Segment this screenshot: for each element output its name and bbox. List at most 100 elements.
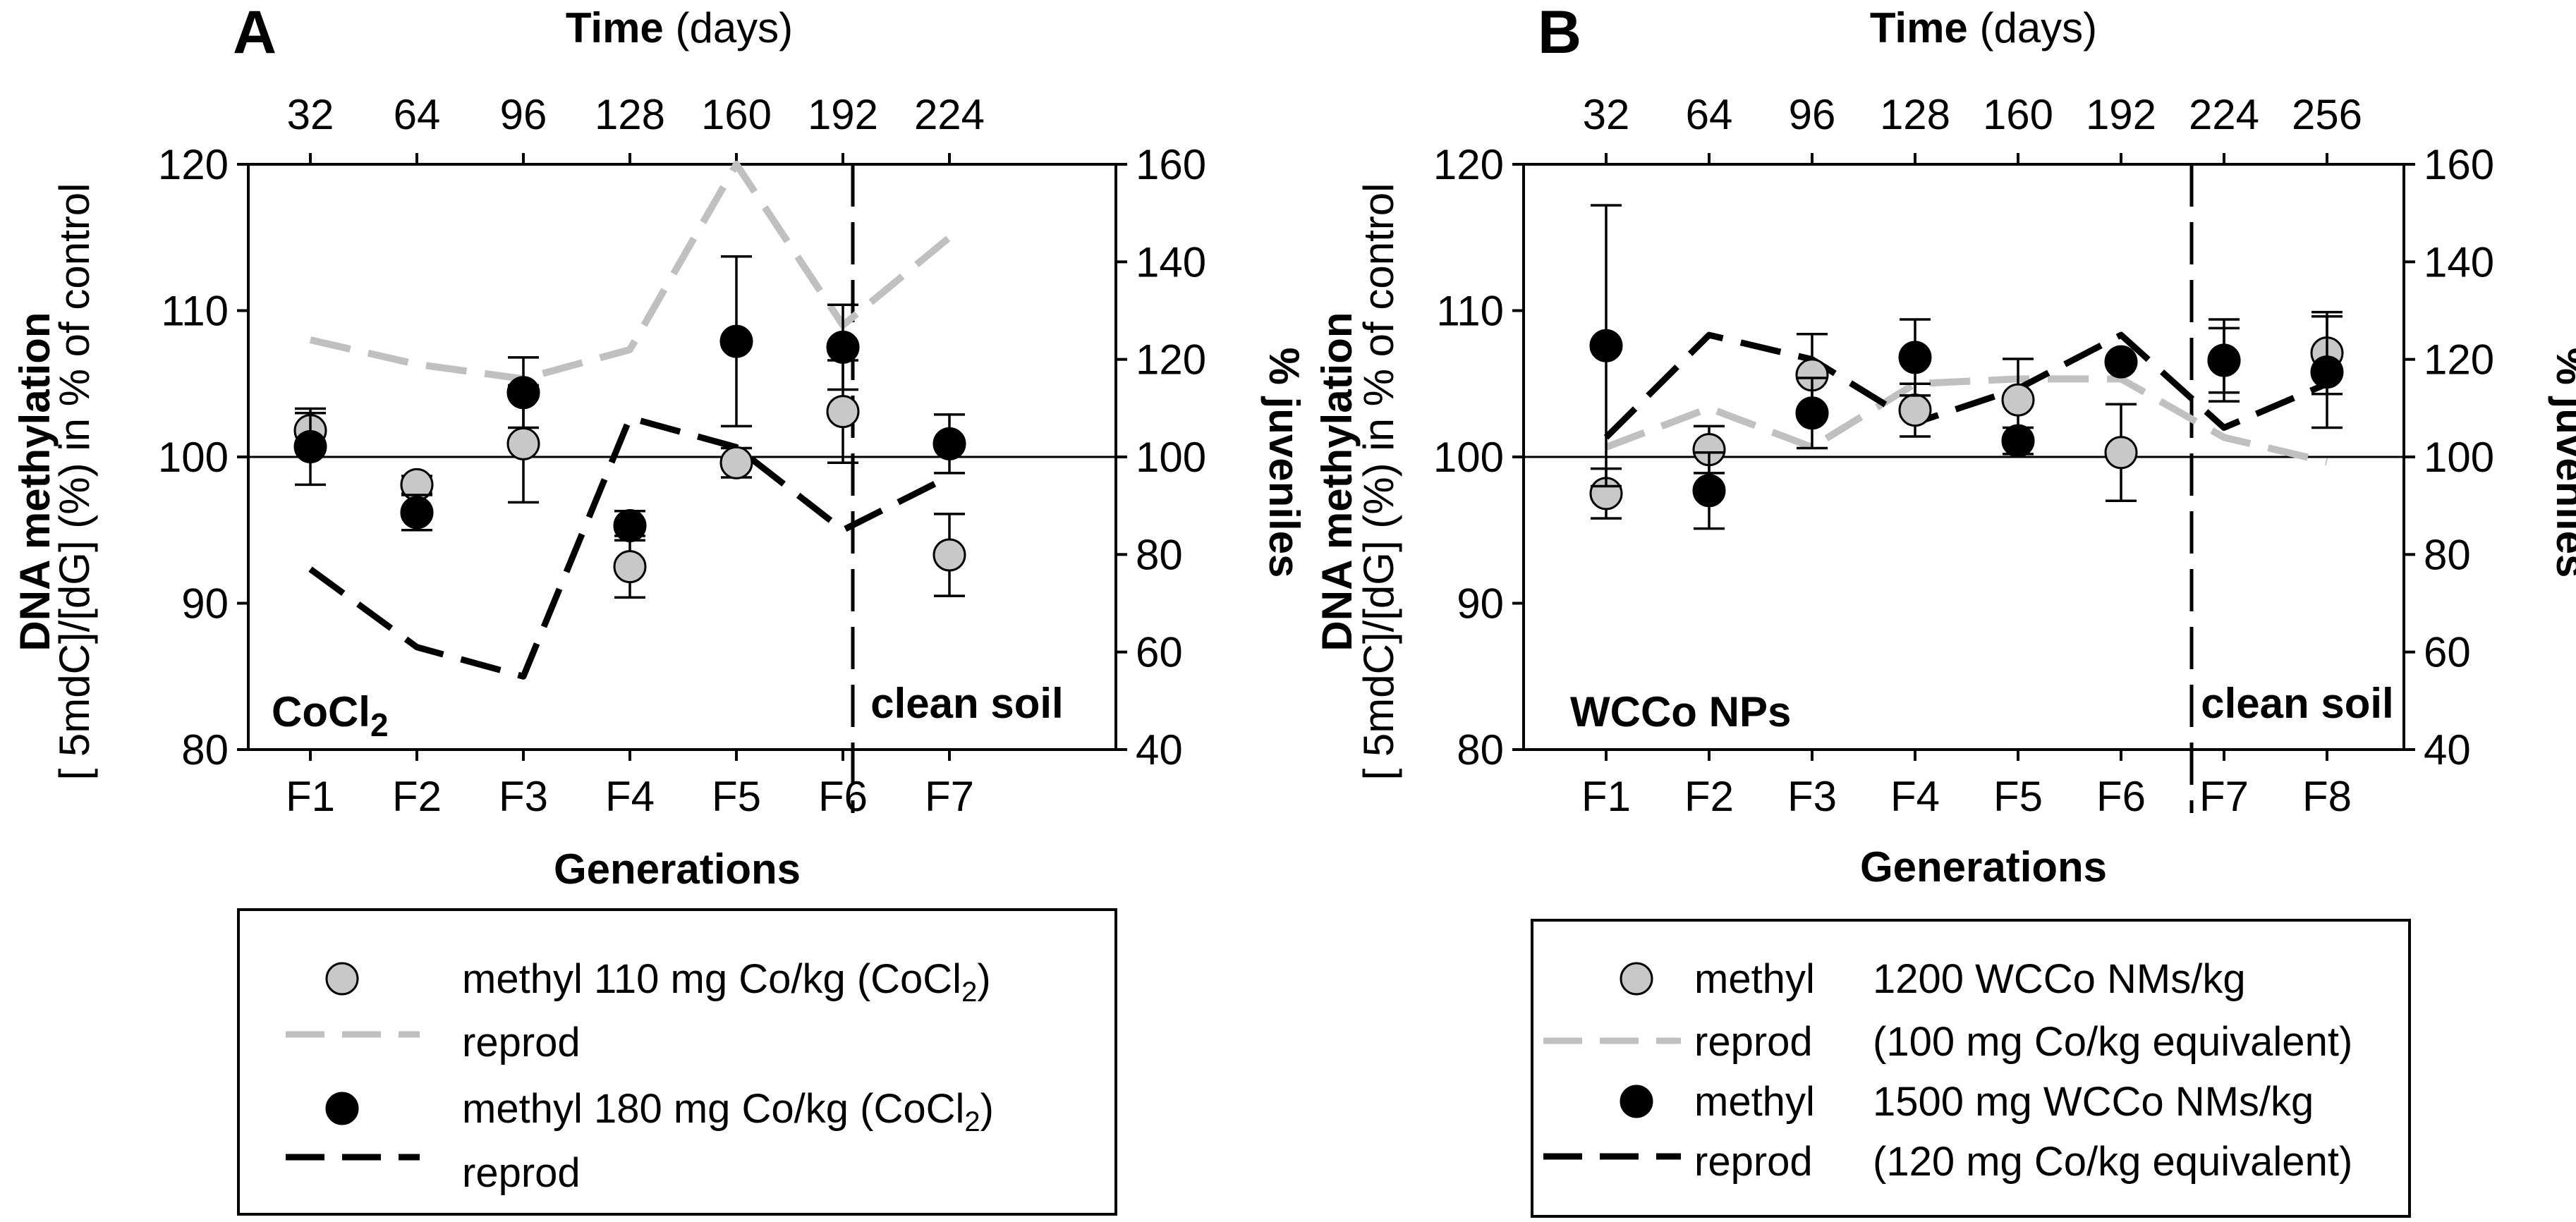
x-tick-label: F8	[2302, 773, 2352, 820]
y-left-label-line1: DNA methylation	[1313, 312, 1361, 651]
compound-label-main: CoCl	[272, 688, 370, 735]
top-tick-label: 96	[1789, 91, 1836, 138]
legend-marker-low	[1620, 962, 1653, 996]
reprod-line-low	[1605, 375, 2328, 465]
methyl-point-high	[826, 330, 860, 364]
x-tick-label: F5	[1993, 773, 2043, 820]
methyl-point-low	[613, 550, 647, 584]
top-tick-label: 32	[287, 91, 334, 138]
plot-area: 80 90 100 110 120 40 60 80 100 120 140 160 F1 F2 F3 F4 F…	[158, 91, 1206, 820]
y-right-tick-label: 100	[2424, 434, 2494, 481]
y-right-label: % juveniles	[2548, 348, 2576, 578]
panel-a: A Time (days) Generations DNA methylatio…	[11, 0, 1308, 1216]
x-tick-label: F3	[499, 773, 548, 820]
methyl-point-high	[719, 324, 753, 358]
y-right-tick-label: 60	[1136, 629, 1183, 676]
legend-row-1-desc: 1200 WCCo NMs/kg	[1873, 956, 2246, 1002]
panel-letter: B	[1538, 0, 1581, 66]
y-left-tick-label: 100	[1433, 434, 1504, 481]
top-tick-label: 160	[701, 91, 772, 138]
legend-row-3-label: methyl 180 mg Co/kg (CoCl	[462, 1086, 964, 1132]
methyl-point-low	[1898, 393, 1932, 427]
legend-row-2: reprod	[462, 1020, 581, 1065]
legend-marker-high	[1620, 1084, 1653, 1118]
top-tick-label: 128	[595, 91, 665, 138]
legend-row-1-tail: )	[977, 956, 990, 1002]
y-right-tick-label: 100	[1136, 434, 1206, 481]
y-right-tick-label: 120	[1136, 336, 1206, 384]
methyl-point-high	[1692, 474, 1726, 508]
methyl-point-high	[613, 509, 647, 543]
x-axis-label: Generations	[554, 845, 801, 893]
x-tick-label: F4	[1890, 773, 1940, 820]
top-axis-title-bold: Time	[566, 4, 664, 51]
legend-row-1-label: methyl 110 mg Co/kg (CoCl	[462, 956, 961, 1002]
legend-row-3-sub: 2	[964, 1106, 980, 1137]
y-right-tick-label: 140	[2424, 238, 2494, 286]
legend-row-4: reprod	[462, 1150, 581, 1196]
x-tick-label: F1	[1581, 773, 1631, 820]
top-tick-label: 128	[1880, 91, 1950, 138]
legend-row-4-desc: (120 mg Co/kg equivalent)	[1873, 1139, 2352, 1185]
y-right-tick-label: 120	[2424, 336, 2494, 384]
methyl-point-high	[1589, 329, 1623, 362]
methyl-point-high	[932, 427, 966, 460]
x-tick-label: F6	[818, 773, 868, 820]
top-tick-label: 192	[2086, 91, 2156, 138]
compound-label: CoCl2	[272, 688, 389, 743]
y-left-label-line2: [ 5mdC]/[dG] (%) in % of control	[51, 183, 98, 781]
top-tick-label: 64	[1686, 91, 1733, 138]
methyl-point-high	[2104, 345, 2138, 379]
compound-label: WCCo NPs	[1570, 688, 1791, 735]
methyl-point-high	[1795, 396, 1829, 430]
y-right-tick-label: 80	[2424, 531, 2471, 578]
top-axis-title: Time (days)	[566, 4, 793, 51]
panel-letter: A	[233, 0, 277, 66]
legend-marker-low	[325, 962, 359, 996]
legend-box: methyl 1200 WCCo NMs/kg reprod (100 mg C…	[1531, 919, 2411, 1218]
methyl-point-high	[2207, 343, 2241, 377]
y-right-tick-label: 160	[2424, 141, 2494, 188]
methyl-point-low	[2104, 436, 2138, 470]
y-right-tick-label: 60	[2424, 629, 2471, 676]
top-tick-label: 160	[1983, 91, 2053, 138]
top-tick-label: 224	[2189, 91, 2259, 138]
x-tick-label: F6	[2096, 773, 2146, 820]
legend-row-4-label: reprod	[1694, 1139, 1813, 1185]
y-left-tick-label: 80	[181, 726, 229, 774]
methyl-point-high	[506, 376, 540, 410]
legend-marker-high	[325, 1092, 359, 1125]
x-tick-label: F4	[605, 773, 655, 820]
top-tick-label: 256	[2292, 91, 2362, 138]
methyl-point-high	[293, 429, 327, 463]
legend-row-2-desc: (100 mg Co/kg equivalent)	[1873, 1019, 2352, 1065]
y-left-tick-label: 120	[1433, 141, 1504, 188]
x-tick-label: F7	[2199, 773, 2249, 820]
top-axis-title-bold: Time	[1870, 4, 1968, 51]
reprod-line-high	[1603, 331, 2328, 440]
legend-row-1: methyl 110 mg Co/kg (CoCl2)	[462, 956, 991, 1008]
y-right-tick-label: 40	[2424, 726, 2471, 774]
legend-row-2-label: reprod	[1694, 1019, 1813, 1065]
legend-row-3-tail: )	[980, 1086, 994, 1132]
x-tick-label: F1	[286, 773, 335, 820]
methyl-point-low	[719, 446, 753, 479]
y-left-tick-label: 90	[1457, 580, 1504, 628]
compound-label-main: WCCo NPs	[1570, 688, 1791, 735]
methyl-point-low	[932, 538, 966, 572]
y-left-tick-label: 90	[181, 580, 229, 628]
legend-row-3: methyl 180 mg Co/kg (CoCl2)	[462, 1086, 994, 1137]
top-tick-label: 96	[500, 91, 547, 138]
y-left-label-line1: DNA methylation	[11, 312, 59, 651]
x-tick-label: F2	[392, 773, 442, 820]
x-tick-label: F3	[1787, 773, 1837, 820]
clean-soil-label: clean soil	[2201, 680, 2393, 727]
y-left-tick-label: 80	[1457, 726, 1504, 774]
methyl-point-high	[1898, 341, 1932, 374]
reprod-line-high	[308, 415, 952, 680]
legend-row-1-sub: 2	[961, 977, 977, 1008]
x-axis-label: Generations	[1860, 843, 2107, 891]
x-tick-label: F7	[925, 773, 974, 820]
methyl-point-high	[2001, 424, 2035, 458]
